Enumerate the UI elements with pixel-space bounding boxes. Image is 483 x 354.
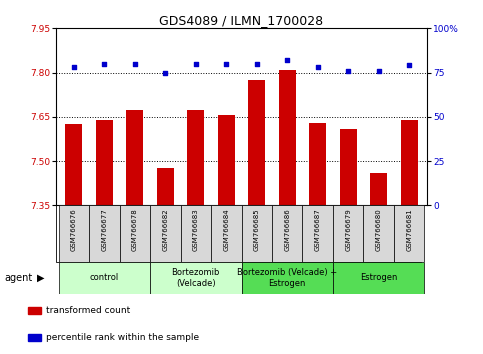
Bar: [28, 333, 41, 341]
Bar: [394, 205, 425, 262]
Title: GDS4089 / ILMN_1700028: GDS4089 / ILMN_1700028: [159, 14, 324, 27]
Text: transformed count: transformed count: [46, 306, 130, 315]
Point: [314, 64, 322, 70]
Text: Bortezomib (Velcade) +
Estrogen: Bortezomib (Velcade) + Estrogen: [237, 268, 337, 287]
Text: GSM766686: GSM766686: [284, 208, 290, 251]
Bar: [272, 205, 302, 262]
Bar: [333, 262, 425, 294]
Bar: [309, 123, 326, 205]
Bar: [302, 205, 333, 262]
Bar: [340, 129, 356, 205]
Bar: [333, 205, 363, 262]
Bar: [58, 262, 150, 294]
Text: GSM766682: GSM766682: [162, 208, 168, 251]
Text: Estrogen: Estrogen: [360, 273, 398, 282]
Point: [222, 61, 230, 67]
Bar: [218, 115, 235, 205]
Point: [253, 61, 261, 67]
Bar: [370, 173, 387, 205]
Bar: [150, 205, 181, 262]
Text: Bortezomib
(Velcade): Bortezomib (Velcade): [171, 268, 220, 287]
Bar: [96, 120, 113, 205]
Bar: [89, 205, 120, 262]
Bar: [248, 80, 265, 205]
Text: GSM766680: GSM766680: [376, 208, 382, 251]
Bar: [242, 262, 333, 294]
Text: percentile rank within the sample: percentile rank within the sample: [46, 333, 199, 342]
Text: GSM766677: GSM766677: [101, 208, 107, 251]
Point: [375, 68, 383, 74]
Point: [284, 57, 291, 63]
Bar: [363, 205, 394, 262]
Point: [344, 68, 352, 74]
Bar: [127, 110, 143, 205]
Bar: [66, 124, 82, 205]
Bar: [401, 120, 417, 205]
Point: [161, 70, 169, 75]
Text: GSM766676: GSM766676: [71, 208, 77, 251]
Text: GSM766685: GSM766685: [254, 208, 260, 251]
Bar: [211, 205, 242, 262]
Bar: [150, 262, 242, 294]
Bar: [187, 110, 204, 205]
Bar: [58, 205, 89, 262]
Text: control: control: [90, 273, 119, 282]
Point: [192, 61, 199, 67]
Point: [405, 63, 413, 68]
Bar: [157, 169, 174, 205]
Bar: [181, 205, 211, 262]
Text: agent: agent: [5, 273, 33, 283]
Bar: [120, 205, 150, 262]
Bar: [242, 205, 272, 262]
Text: GSM766678: GSM766678: [132, 208, 138, 251]
Text: GSM766687: GSM766687: [315, 208, 321, 251]
Bar: [279, 70, 296, 205]
Text: ▶: ▶: [37, 273, 45, 283]
Text: GSM766684: GSM766684: [223, 208, 229, 251]
Point: [70, 64, 78, 70]
Text: GSM766683: GSM766683: [193, 208, 199, 251]
Bar: [28, 307, 41, 314]
Point: [100, 61, 108, 67]
Text: GSM766679: GSM766679: [345, 208, 351, 251]
Point: [131, 61, 139, 67]
Text: GSM766681: GSM766681: [406, 208, 412, 251]
